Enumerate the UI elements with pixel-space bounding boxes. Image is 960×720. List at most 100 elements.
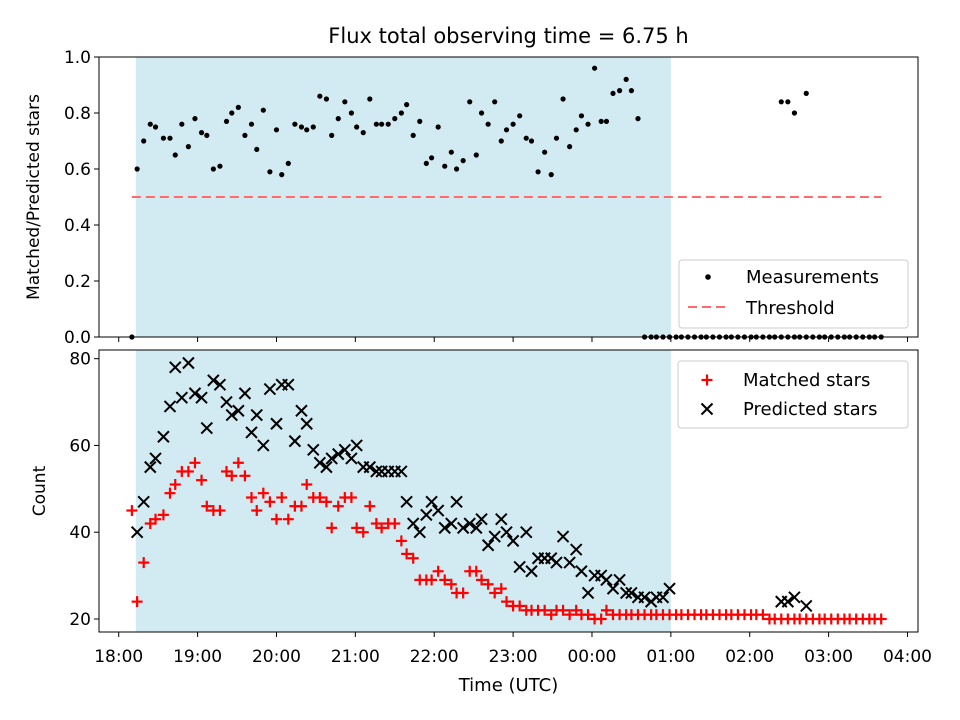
measurement-point xyxy=(285,160,291,166)
x-stroke xyxy=(288,434,302,448)
measurement-point xyxy=(548,172,554,178)
legend-predicted-marker xyxy=(700,402,714,416)
measurement-point xyxy=(134,166,140,172)
predicted-star-point xyxy=(320,460,333,474)
top-y-tick-label: 1.0 xyxy=(64,48,91,68)
x-stroke xyxy=(500,526,513,539)
bottom-axes-frame xyxy=(98,349,919,633)
matched-star-point xyxy=(595,613,607,625)
x-stroke xyxy=(220,395,233,409)
legend-measurements-label: Measurements xyxy=(746,267,879,288)
measurement-point xyxy=(217,163,223,169)
matched-star-point xyxy=(164,487,176,499)
measurement-point xyxy=(785,99,791,105)
predicted-star-point xyxy=(370,465,383,478)
x-stroke xyxy=(263,382,277,396)
measurement-point xyxy=(528,138,535,144)
measurement-point xyxy=(492,99,498,105)
x-tick-label: 18:00 xyxy=(94,647,143,667)
predicted-star-point xyxy=(288,434,302,448)
x-stroke xyxy=(613,573,626,587)
x-stroke xyxy=(438,521,451,535)
predicted-star-point xyxy=(245,426,258,439)
predicted-star-point xyxy=(463,517,476,530)
predicted-star-point xyxy=(781,595,795,608)
x-stroke xyxy=(656,591,670,604)
measurement-point xyxy=(367,96,373,102)
measurement-point xyxy=(803,90,809,96)
x-stroke xyxy=(445,517,458,530)
measurement-point xyxy=(460,158,466,164)
predicted-star-point xyxy=(250,408,263,422)
top-legend-box xyxy=(678,259,909,329)
x-stroke xyxy=(700,402,714,416)
x-stroke xyxy=(619,586,633,600)
measurement-point xyxy=(235,104,241,110)
matched-star-point xyxy=(245,492,257,504)
matched-stars-points xyxy=(126,457,887,625)
predicted-star-point xyxy=(200,421,214,435)
matched-star-point xyxy=(189,457,201,469)
x-stroke xyxy=(663,582,676,595)
x-stroke xyxy=(213,378,227,391)
x-stroke xyxy=(569,543,583,556)
matched-star-point xyxy=(395,535,407,547)
measurement-point xyxy=(279,172,285,178)
predicted-star-point xyxy=(400,495,413,509)
top-panel: 0.0 0.2 0.4 0.6 0.8 1.0 Flux total observing … xyxy=(24,24,919,348)
bottom-y-tick-label: 80 xyxy=(69,350,91,370)
predicted-star-point xyxy=(556,530,570,543)
measurement-point xyxy=(410,132,416,138)
predicted-star-point xyxy=(613,573,626,587)
x-stroke xyxy=(550,556,563,569)
legend-measurements-marker xyxy=(705,274,711,280)
x-stroke xyxy=(513,560,526,574)
matched-star-point xyxy=(226,470,238,482)
measurement-point xyxy=(578,113,585,119)
predicted-star-point xyxy=(130,526,144,539)
matched-star-point xyxy=(295,500,307,512)
predicted-star-point xyxy=(270,417,283,430)
measurement-point xyxy=(485,121,491,127)
x-stroke xyxy=(395,465,408,478)
predicted-star-point xyxy=(569,543,583,556)
x-stroke xyxy=(431,504,445,517)
measurement-point xyxy=(467,99,473,105)
x-tick-label: 20:00 xyxy=(252,647,301,667)
predicted-star-point xyxy=(413,526,426,539)
bottom-observing-window-shade xyxy=(135,350,671,632)
measurement-point xyxy=(192,116,198,122)
matched-star-point xyxy=(332,500,344,512)
bottom-y-tick-label: 60 xyxy=(69,436,91,456)
measurement-point xyxy=(567,144,573,150)
x-stroke xyxy=(406,517,420,530)
measurement-point xyxy=(523,135,529,141)
predicted-star-point xyxy=(525,565,538,578)
predicted-star-point xyxy=(513,560,526,574)
legend-threshold-label: Threshold xyxy=(745,298,835,319)
x-stroke xyxy=(250,408,263,422)
x-stroke xyxy=(313,456,327,470)
measurement-point xyxy=(448,149,454,155)
measurement-point xyxy=(428,155,435,161)
predicted-star-point xyxy=(575,565,588,578)
measurement-point xyxy=(147,121,153,127)
x-stroke xyxy=(232,404,245,417)
x-stroke xyxy=(270,417,283,430)
x-stroke xyxy=(144,460,157,474)
measurement-point xyxy=(553,135,560,141)
x-tick-label: 21:00 xyxy=(331,647,380,667)
x-stroke xyxy=(332,447,345,461)
matched-star-point xyxy=(320,496,332,508)
legend-cross xyxy=(700,402,714,416)
matched-star-point xyxy=(157,509,169,521)
matched-star-point xyxy=(514,600,526,612)
predicted-star-point xyxy=(406,517,420,530)
matched-star-point xyxy=(326,522,338,534)
predicted-star-point xyxy=(800,599,813,613)
legend-predicted-label: Predicted stars xyxy=(743,399,877,420)
measurement-point xyxy=(317,93,323,99)
x-stroke xyxy=(157,430,170,443)
predicted-star-point xyxy=(195,391,208,404)
x-stroke xyxy=(525,565,538,578)
